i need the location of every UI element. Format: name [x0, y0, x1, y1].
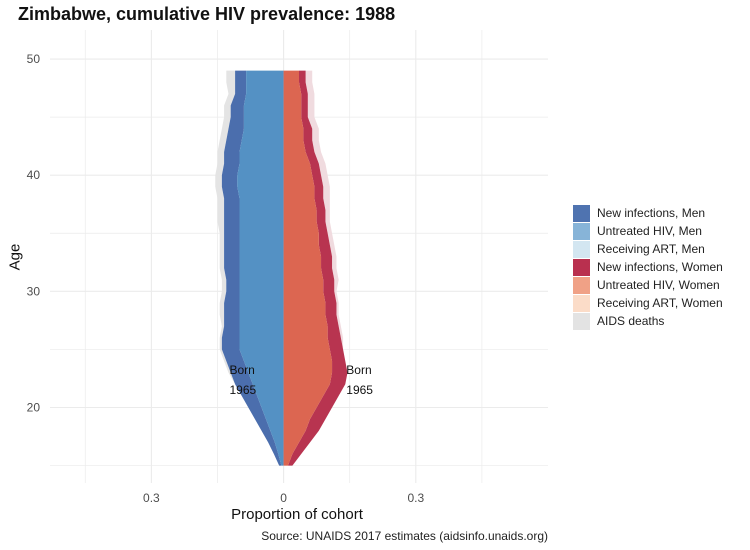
legend-item: Untreated HIV, Men	[573, 222, 723, 240]
x-tick-label: 0.3	[407, 491, 424, 505]
area-new-infections-men	[221, 70, 282, 466]
legend-item: New infections, Men	[573, 204, 723, 222]
legend-swatch	[573, 312, 590, 330]
legend-item: Receiving ART, Women	[573, 294, 723, 312]
area-untreated-hiv-men	[237, 70, 284, 466]
area-aids-deaths-women	[292, 70, 348, 466]
legend-label: New infections, Women	[597, 260, 723, 274]
annotations: Born 1965 Born 1965	[230, 363, 374, 397]
area-new-infections-women	[287, 70, 348, 466]
y-tick-label: 20	[27, 401, 41, 415]
legend-label: Untreated HIV, Men	[597, 224, 702, 238]
legend-label: New infections, Men	[597, 206, 706, 220]
y-tick-label: 30	[27, 284, 41, 298]
legend-item: New infections, Women	[573, 258, 723, 276]
annotation-born-year: 1965	[230, 383, 257, 397]
legend-swatch	[573, 258, 590, 276]
legend-label: AIDS deaths	[597, 314, 665, 328]
y-tick-label: 50	[27, 52, 41, 66]
legend-item: Untreated HIV, Women	[573, 276, 723, 294]
annotation-born-year: 1965	[346, 383, 373, 397]
x-axis-label: Proportion of cohort	[231, 506, 363, 523]
legend-swatch	[573, 240, 590, 258]
legend: New infections, Men Untreated HIV, Men R…	[573, 204, 723, 330]
annotation-born-label: Born	[346, 363, 371, 377]
area-untreated-hiv-women	[283, 70, 333, 466]
chart-areas	[215, 70, 348, 466]
legend-label: Untreated HIV, Women	[597, 278, 720, 292]
annotation-born-label: Born	[230, 363, 255, 377]
y-tick-label: 40	[27, 168, 41, 182]
legend-item: Receiving ART, Men	[573, 240, 723, 258]
x-tick-label: 0.3	[143, 491, 160, 505]
legend-swatch	[573, 222, 590, 240]
chart-title: Zimbabwe, cumulative HIV prevalence: 198…	[18, 4, 396, 24]
y-axis-label: Age	[6, 243, 24, 271]
legend-item: AIDS deaths	[573, 312, 723, 330]
legend-swatch	[573, 276, 590, 294]
source-note: Source: UNAIDS 2017 estimates (aidsinfo.…	[261, 529, 548, 543]
legend-label: Receiving ART, Men	[597, 242, 705, 256]
x-tick-label: 0	[280, 491, 287, 505]
axis-ticks: 0.3 0 0.3 20 30 40 50	[27, 52, 425, 505]
legend-swatch	[573, 294, 590, 312]
legend-label: Receiving ART, Women	[597, 296, 723, 310]
legend-swatch	[573, 204, 590, 222]
